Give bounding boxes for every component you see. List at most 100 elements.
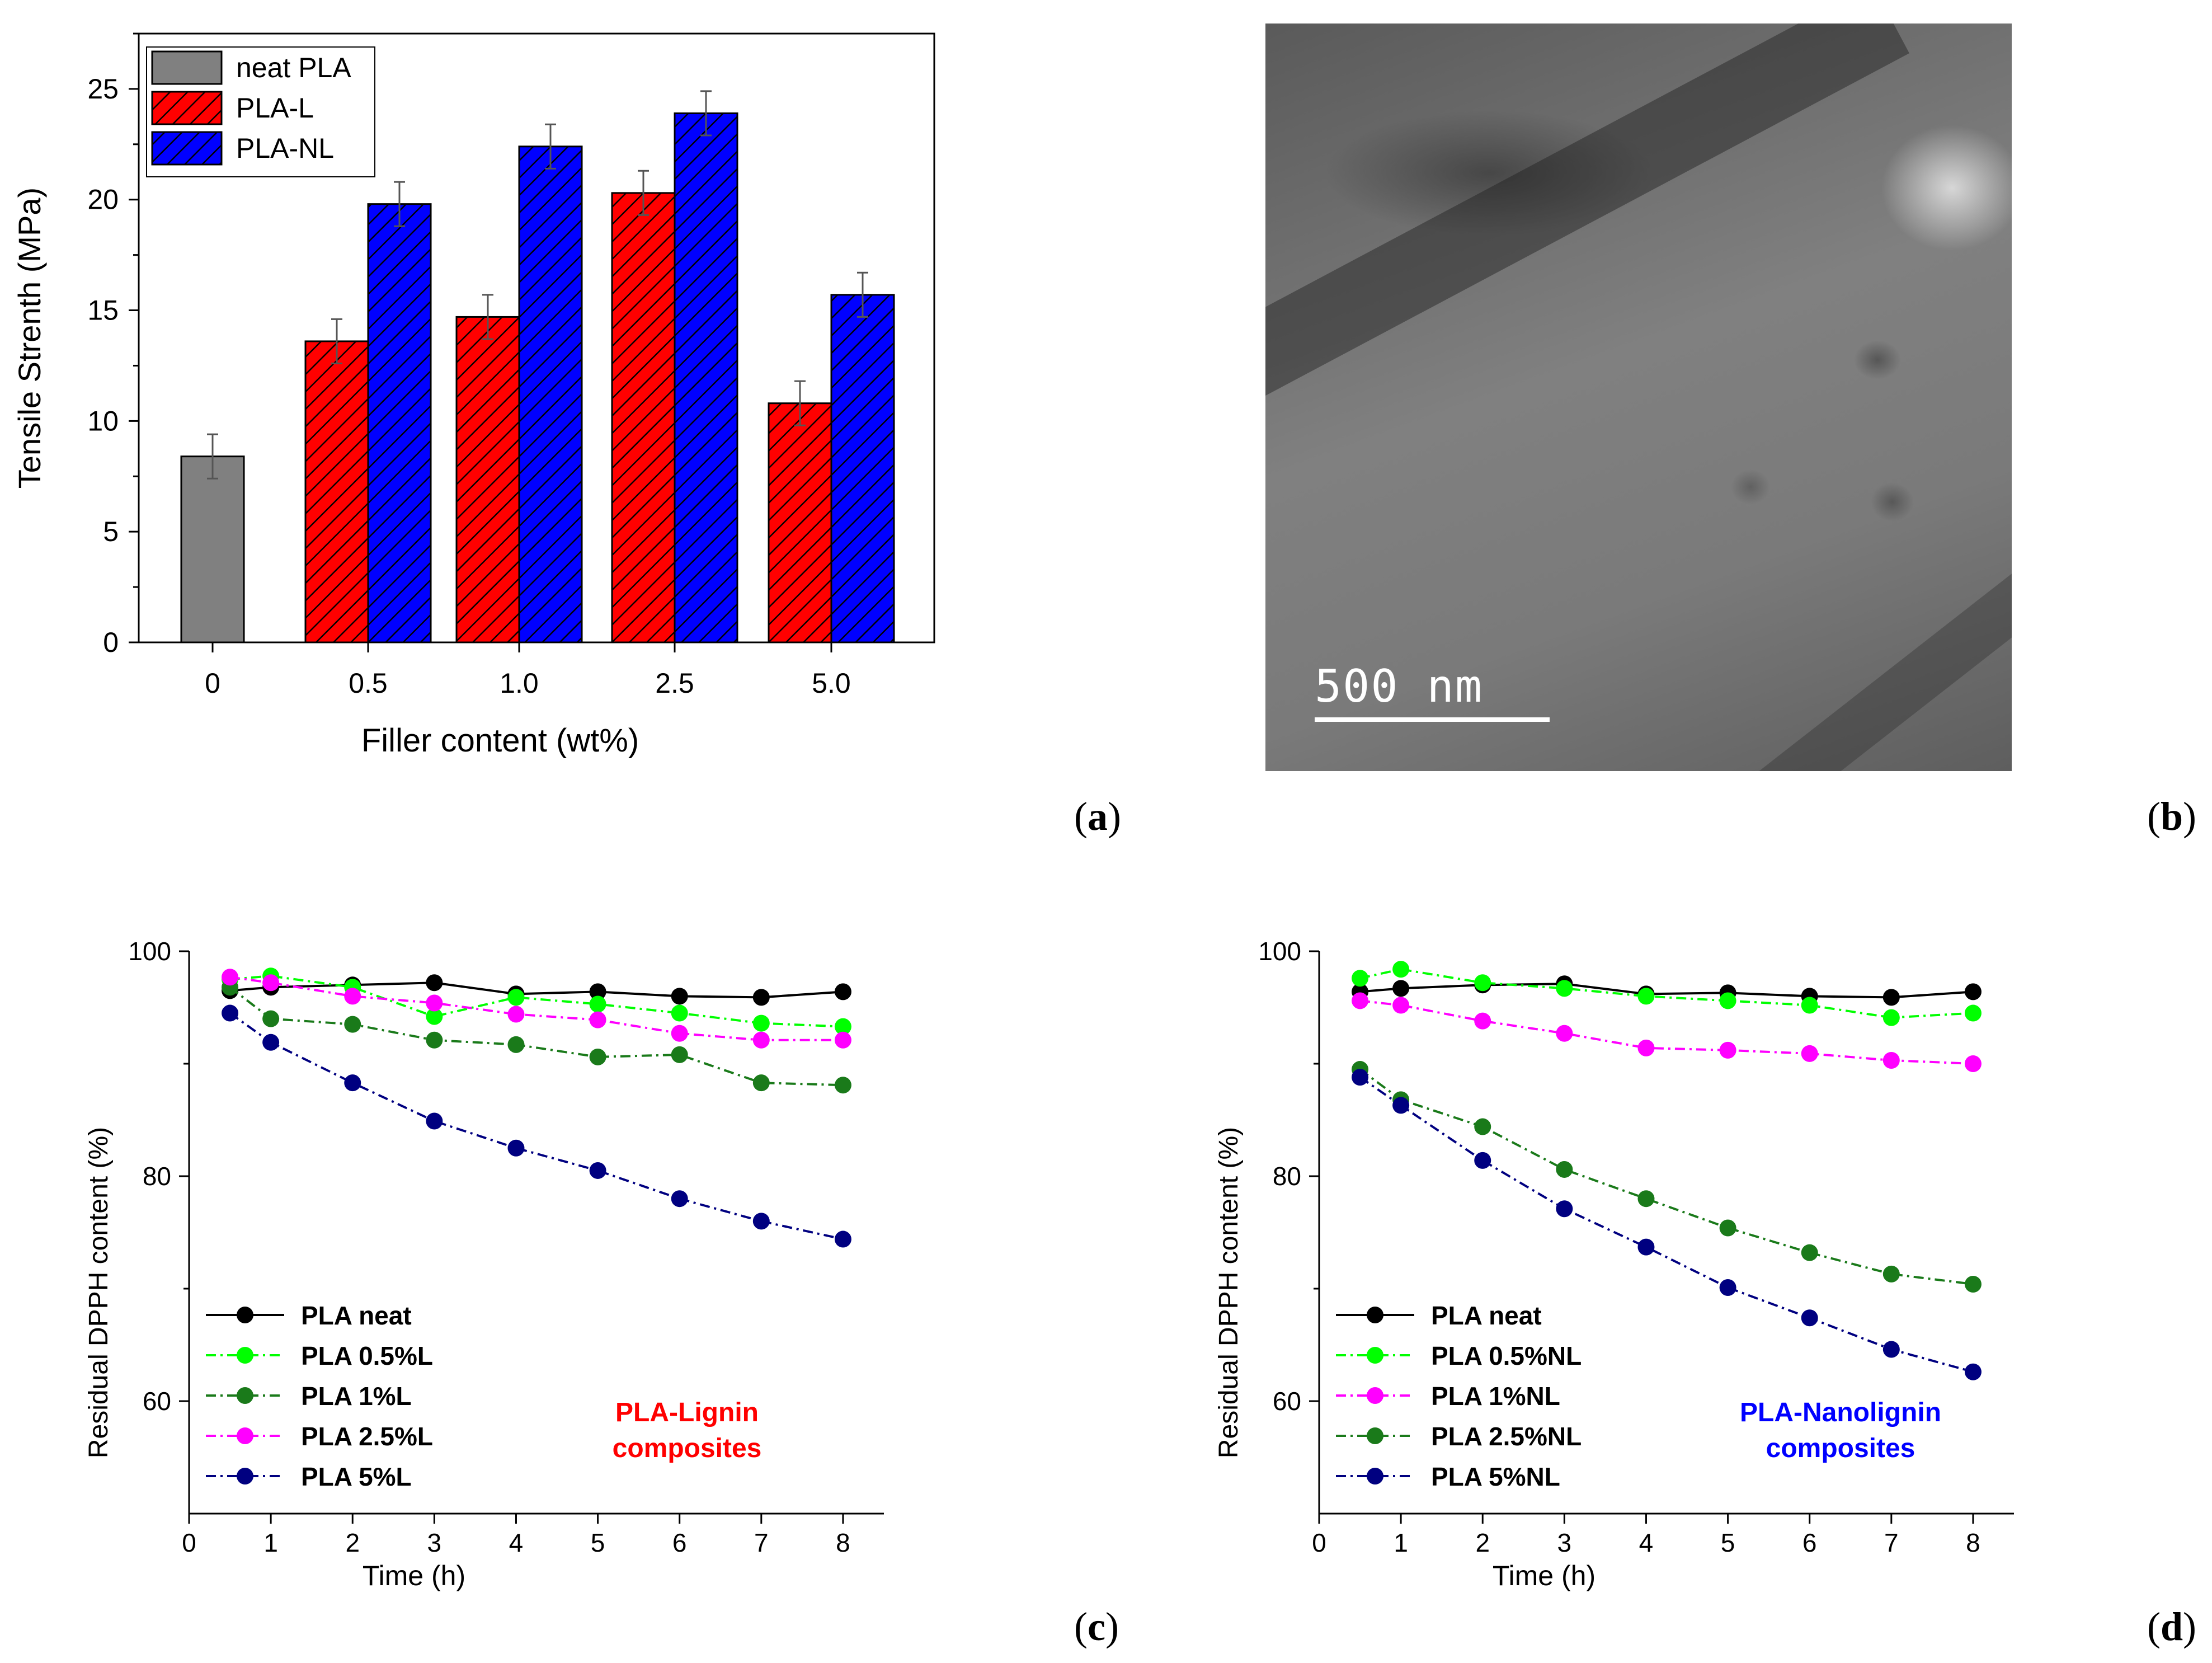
annotation-text: PLA-Lignin [615,1398,759,1427]
legend-label: PLA 2.5%L [301,1422,433,1451]
data-point [1392,961,1410,978]
x-tick-label: 0.5 [349,668,388,699]
data-point [1556,980,1573,997]
data-point [1637,1238,1655,1256]
x-tick-label: 5 [1721,1528,1735,1557]
bar [674,112,738,643]
y-tick-label: 10 [87,405,119,436]
bar [304,340,369,643]
data-point [752,989,770,1006]
legend-label: PLA 0.5%NL [1431,1341,1582,1370]
data-point [589,1162,606,1179]
x-tick-label: 1 [263,1528,278,1557]
panel-label-b: (b) [2147,794,2197,839]
bar [830,294,895,643]
data-point [752,1031,770,1049]
data-point [1352,970,1369,987]
series-line [1359,1068,1974,1285]
data-point [589,1048,606,1065]
data-point [1964,1055,1982,1072]
annotation-text: composites [1766,1434,1916,1463]
data-point [222,1004,239,1022]
data-point [507,1006,525,1023]
series-line [229,976,843,1041]
legend-label: PLA 1%L [301,1382,412,1411]
x-tick-label: 4 [509,1528,524,1557]
x-tick-label: 3 [1557,1528,1572,1557]
legend-label: PLA 2.5%NL [1431,1422,1582,1451]
data-point [507,989,525,1006]
x-tick-label: 3 [427,1528,442,1557]
data-point [1964,1363,1982,1380]
data-point [426,1008,443,1025]
legend-label: neat PLA [236,52,351,83]
data-point [1352,992,1369,1009]
legend-marker [1367,1427,1383,1444]
legend-label: PLA neat [1431,1301,1542,1330]
scale-bar [1315,717,1550,722]
data-point [1352,1069,1369,1086]
data-point [426,994,443,1012]
data-point [1556,1161,1573,1178]
scale-bar-label: 500 nm [1315,660,1483,712]
bar [768,402,832,643]
legend-label: PLA 1%NL [1431,1382,1560,1411]
chart-c: 60 80 100 0 1 2 3 4 5 6 7 8 Time (h) Residual DPPH co… [84,937,884,1591]
legend-swatch [151,50,223,85]
data-point [1882,1009,1900,1026]
data-point [1719,1279,1736,1296]
data-point [1474,974,1491,992]
data-point [1637,988,1655,1005]
data-point [344,1016,361,1033]
legend-marker [237,1347,253,1364]
x-tick-label: 0 [182,1528,196,1557]
data-point [589,995,606,1013]
data-point [1474,1118,1491,1135]
x-axis-label: Filler content (wt%) [361,722,639,759]
panel-label-c: (c) [1074,1604,1119,1649]
data-point [671,1190,688,1208]
data-point [426,1112,443,1130]
panel-label-d: (d) [2147,1604,2197,1649]
data-point [1719,1219,1736,1237]
tem-dark-band [1656,438,2012,771]
tem-micrograph: 500 nm [1265,24,2012,771]
series-line [1359,999,1974,1065]
data-point [507,1036,525,1053]
legend-marker [237,1468,253,1485]
bar [611,192,676,643]
x-tick-label: 4 [1639,1528,1654,1557]
legend-marker [1367,1468,1383,1485]
data-point [262,974,280,992]
x-tick-label: 0 [205,668,220,699]
data-point [1474,1152,1491,1169]
data-point [1801,997,1818,1014]
x-tick-label: 1.0 [500,668,539,699]
data-point [671,988,688,1005]
y-tick-label: 100 [1258,937,1301,966]
data-point [426,1031,443,1049]
data-point [834,1230,851,1248]
chart-a: 0 5 10 15 20 25 Tensile Strenth (MPa) 0 0.5 1.0 2.… [12,32,935,759]
x-tick-label: 6 [1802,1528,1817,1557]
bar [367,203,432,643]
x-tick-label: 1 [1394,1528,1408,1557]
data-point [1964,1275,1982,1293]
data-point [671,1046,688,1063]
data-point [262,1033,280,1051]
data-point [1556,1200,1573,1218]
legend-swatch [151,131,223,166]
legend-label: PLA 5%L [301,1462,412,1491]
data-point [834,1077,851,1094]
series-line [1359,983,1974,999]
data-point [834,983,851,1000]
x-tick-label: 5 [591,1528,605,1557]
series-line [229,975,844,1028]
x-tick-label: 2.5 [655,668,694,699]
legend-marker [237,1387,253,1404]
data-point [344,1074,361,1092]
y-tick-label: 60 [1273,1387,1301,1416]
data-point [1882,1341,1900,1358]
legend-marker [1367,1347,1383,1364]
x-tick-label: 7 [1884,1528,1899,1557]
